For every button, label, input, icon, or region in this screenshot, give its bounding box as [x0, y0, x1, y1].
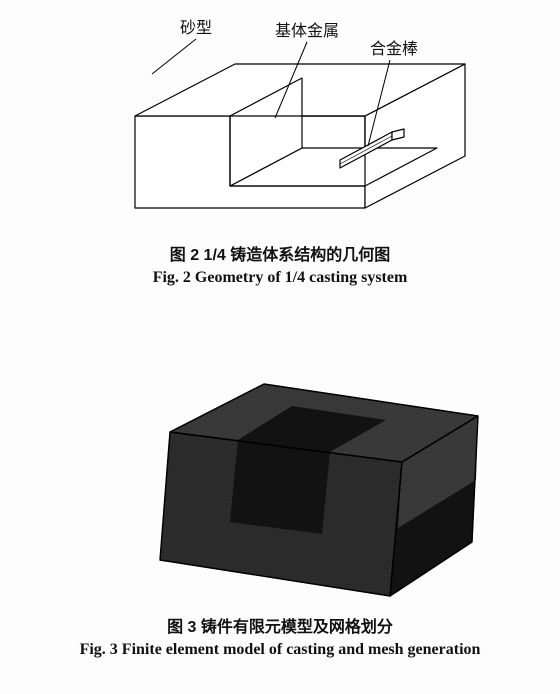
figure-3-caption-en-prefix: Fig. 3	[80, 641, 122, 658]
svg-text:基体金属: 基体金属	[275, 22, 339, 40]
svg-text:合金棒: 合金棒	[370, 40, 418, 58]
figure-2-caption-en-text: Geometry of 1/4 casting system	[195, 269, 407, 286]
figure-2-caption-en-prefix: Fig. 2	[153, 269, 195, 286]
figure-3: 图 3 铸件有限元模型及网格划分 Fig. 3 Finite element m…	[0, 340, 560, 659]
figure-3-caption-cn-text: 铸件有限元模型及网格划分	[201, 619, 393, 636]
figure-3-caption-en-text: Finite element model of casting and mesh…	[122, 641, 481, 658]
figure-2-diagram: 砂型 基体金属合金棒	[30, 8, 530, 233]
figure-3-caption-cn-prefix: 图 3	[167, 619, 201, 636]
figure-3-diagram	[30, 340, 530, 605]
figure-3-caption-en: Fig. 3 Finite element model of casting a…	[0, 641, 560, 659]
figure-3-caption-cn: 图 3 铸件有限元模型及网格划分	[0, 613, 560, 637]
figure-2-caption-en: Fig. 2 Geometry of 1/4 casting system	[0, 269, 560, 287]
figure-2-caption-cn: 图 2 1/4 铸造体系结构的几何图	[0, 241, 560, 265]
svg-text:砂型: 砂型	[180, 19, 212, 37]
figure-2-caption-cn-prefix: 图 2	[170, 247, 204, 264]
figure-2: 砂型 基体金属合金棒 图 2 1/4 铸造体系结构的几何图 Fig. 2 Geom…	[0, 8, 560, 287]
figure-2-caption-cn-text: 1/4 铸造体系结构的几何图	[204, 247, 391, 264]
